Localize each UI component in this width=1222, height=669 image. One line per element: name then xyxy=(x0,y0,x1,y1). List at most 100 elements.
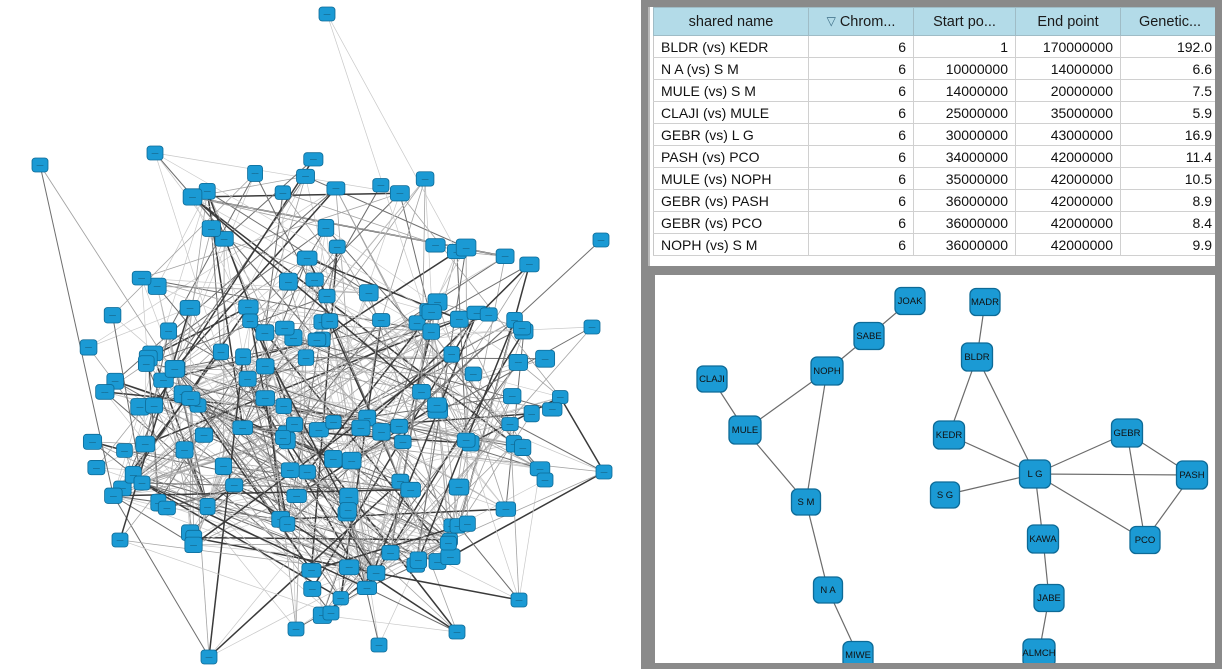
edge[interactable] xyxy=(174,187,337,369)
edge[interactable] xyxy=(88,188,337,348)
edge[interactable] xyxy=(144,318,460,445)
edge[interactable] xyxy=(284,327,541,470)
network-node[interactable]: —— xyxy=(212,343,229,361)
edge[interactable] xyxy=(399,193,561,398)
edge[interactable] xyxy=(378,559,419,646)
edge[interactable] xyxy=(197,405,401,482)
edge[interactable] xyxy=(399,193,430,312)
edge[interactable] xyxy=(175,327,523,369)
network-node[interactable]: —— xyxy=(455,238,477,257)
edge-NOPH-S M[interactable] xyxy=(805,370,828,503)
network-node-S-M[interactable]: S M xyxy=(790,488,822,516)
edge[interactable] xyxy=(192,192,400,198)
edge[interactable] xyxy=(124,450,391,554)
network-node[interactable]: —— xyxy=(440,548,461,566)
edge[interactable] xyxy=(223,238,244,357)
network-node[interactable]: —— xyxy=(160,322,178,340)
network-node[interactable]: —— xyxy=(286,488,307,504)
edge[interactable] xyxy=(183,393,334,423)
edge[interactable] xyxy=(381,431,520,601)
network-node[interactable]: —— xyxy=(400,481,421,498)
edge[interactable] xyxy=(318,319,515,431)
network-node[interactable]: —— xyxy=(135,435,156,453)
edge[interactable] xyxy=(398,239,602,427)
network-node[interactable]: —— xyxy=(324,449,343,468)
network-node[interactable]: —— xyxy=(523,405,540,423)
network-node-JABE[interactable]: JABE xyxy=(1033,583,1065,613)
edge[interactable] xyxy=(254,173,331,322)
network-node-KAWA[interactable]: KAWA xyxy=(1026,524,1060,554)
edge[interactable] xyxy=(139,406,377,574)
network-node[interactable]: —— xyxy=(200,649,218,665)
network-node[interactable]: —— xyxy=(328,239,346,254)
edge[interactable] xyxy=(366,247,467,419)
detail-network-canvas[interactable]: CLAJI MULE NOPH SABE JOAK S M N A MIWE MADR BLDR K… xyxy=(655,275,1215,663)
table-row[interactable]: MULE (vs) S M 6 14000000 20000000 7.5 xyxy=(653,79,1215,102)
edge[interactable] xyxy=(242,427,288,525)
edge[interactable] xyxy=(264,366,291,471)
edge[interactable] xyxy=(224,238,369,294)
network-node[interactable]: —— xyxy=(456,432,476,448)
network-node[interactable]: —— xyxy=(232,420,254,435)
network-node[interactable]: —— xyxy=(412,384,431,400)
edge[interactable] xyxy=(208,314,489,658)
edge[interactable] xyxy=(96,467,411,491)
edge[interactable] xyxy=(284,227,327,329)
network-node[interactable]: —— xyxy=(82,433,103,450)
edge[interactable] xyxy=(192,196,515,445)
network-node[interactable]: —— xyxy=(225,478,244,493)
table-row[interactable]: PASH (vs) PCO 6 34000000 42000000 11.4 xyxy=(653,145,1215,168)
edge[interactable] xyxy=(174,368,248,380)
edge[interactable] xyxy=(465,247,468,524)
table-row[interactable]: GEBR (vs) PASH 6 36000000 42000000 8.9 xyxy=(653,189,1215,212)
network-node[interactable]: —— xyxy=(275,320,295,336)
edge[interactable] xyxy=(375,572,520,601)
network-node[interactable]: —— xyxy=(305,272,324,287)
network-node[interactable]: —— xyxy=(181,391,201,406)
edge[interactable] xyxy=(473,373,561,398)
network-node[interactable]: —— xyxy=(479,307,498,322)
network-node-NOPH[interactable]: NOPH xyxy=(810,356,844,386)
edge[interactable] xyxy=(247,306,289,525)
table-scroll-area[interactable]: shared name ▽ Chrom... Start po... End point… xyxy=(648,7,1215,266)
network-node[interactable]: —— xyxy=(503,388,522,405)
association-results-table[interactable]: shared name ▽ Chrom... Start po... End point… xyxy=(653,7,1215,256)
edge[interactable] xyxy=(88,307,191,348)
edge[interactable] xyxy=(154,152,432,313)
network-node[interactable]: —— xyxy=(510,592,528,608)
edge[interactable] xyxy=(182,393,334,460)
network-node[interactable]: —— xyxy=(422,323,440,340)
edge[interactable] xyxy=(314,279,404,443)
network-node[interactable]: —— xyxy=(535,349,556,368)
edge[interactable] xyxy=(174,368,458,633)
network-node-N-A[interactable]: N A xyxy=(812,576,844,604)
network-node[interactable]: —— xyxy=(279,516,296,532)
edge[interactable] xyxy=(306,257,507,510)
network-node[interactable]: —— xyxy=(495,501,517,517)
network-node-KEDR[interactable]: KEDR xyxy=(932,420,966,450)
edge[interactable] xyxy=(242,427,297,497)
edge[interactable] xyxy=(39,164,114,496)
network-node[interactable]: —— xyxy=(459,515,476,532)
network-node[interactable]: —— xyxy=(157,500,176,516)
network-node[interactable]: —— xyxy=(372,178,390,193)
network-node[interactable]: —— xyxy=(199,498,216,516)
edge[interactable] xyxy=(366,587,458,633)
network-node[interactable]: —— xyxy=(79,339,98,356)
network-node[interactable]: —— xyxy=(303,152,324,167)
edge-L G-PASH[interactable] xyxy=(1034,473,1193,476)
network-node[interactable]: —— xyxy=(301,562,322,578)
edge[interactable] xyxy=(113,495,194,546)
network-node[interactable]: —— xyxy=(280,462,300,478)
network-node[interactable]: —— xyxy=(242,313,259,329)
network-node[interactable]: —— xyxy=(286,416,304,433)
table-row[interactable]: CLAJI (vs) MULE 6 25000000 35000000 5.9 xyxy=(653,101,1215,124)
edge[interactable] xyxy=(206,190,370,294)
network-node[interactable]: —— xyxy=(501,417,519,432)
network-node[interactable]: —— xyxy=(87,460,106,476)
network-node[interactable]: —— xyxy=(95,384,115,400)
network-node[interactable]: —— xyxy=(274,185,291,200)
edge-L G-PCO[interactable] xyxy=(1034,473,1146,541)
network-node[interactable]: —— xyxy=(390,418,409,434)
network-node[interactable]: —— xyxy=(421,304,442,320)
